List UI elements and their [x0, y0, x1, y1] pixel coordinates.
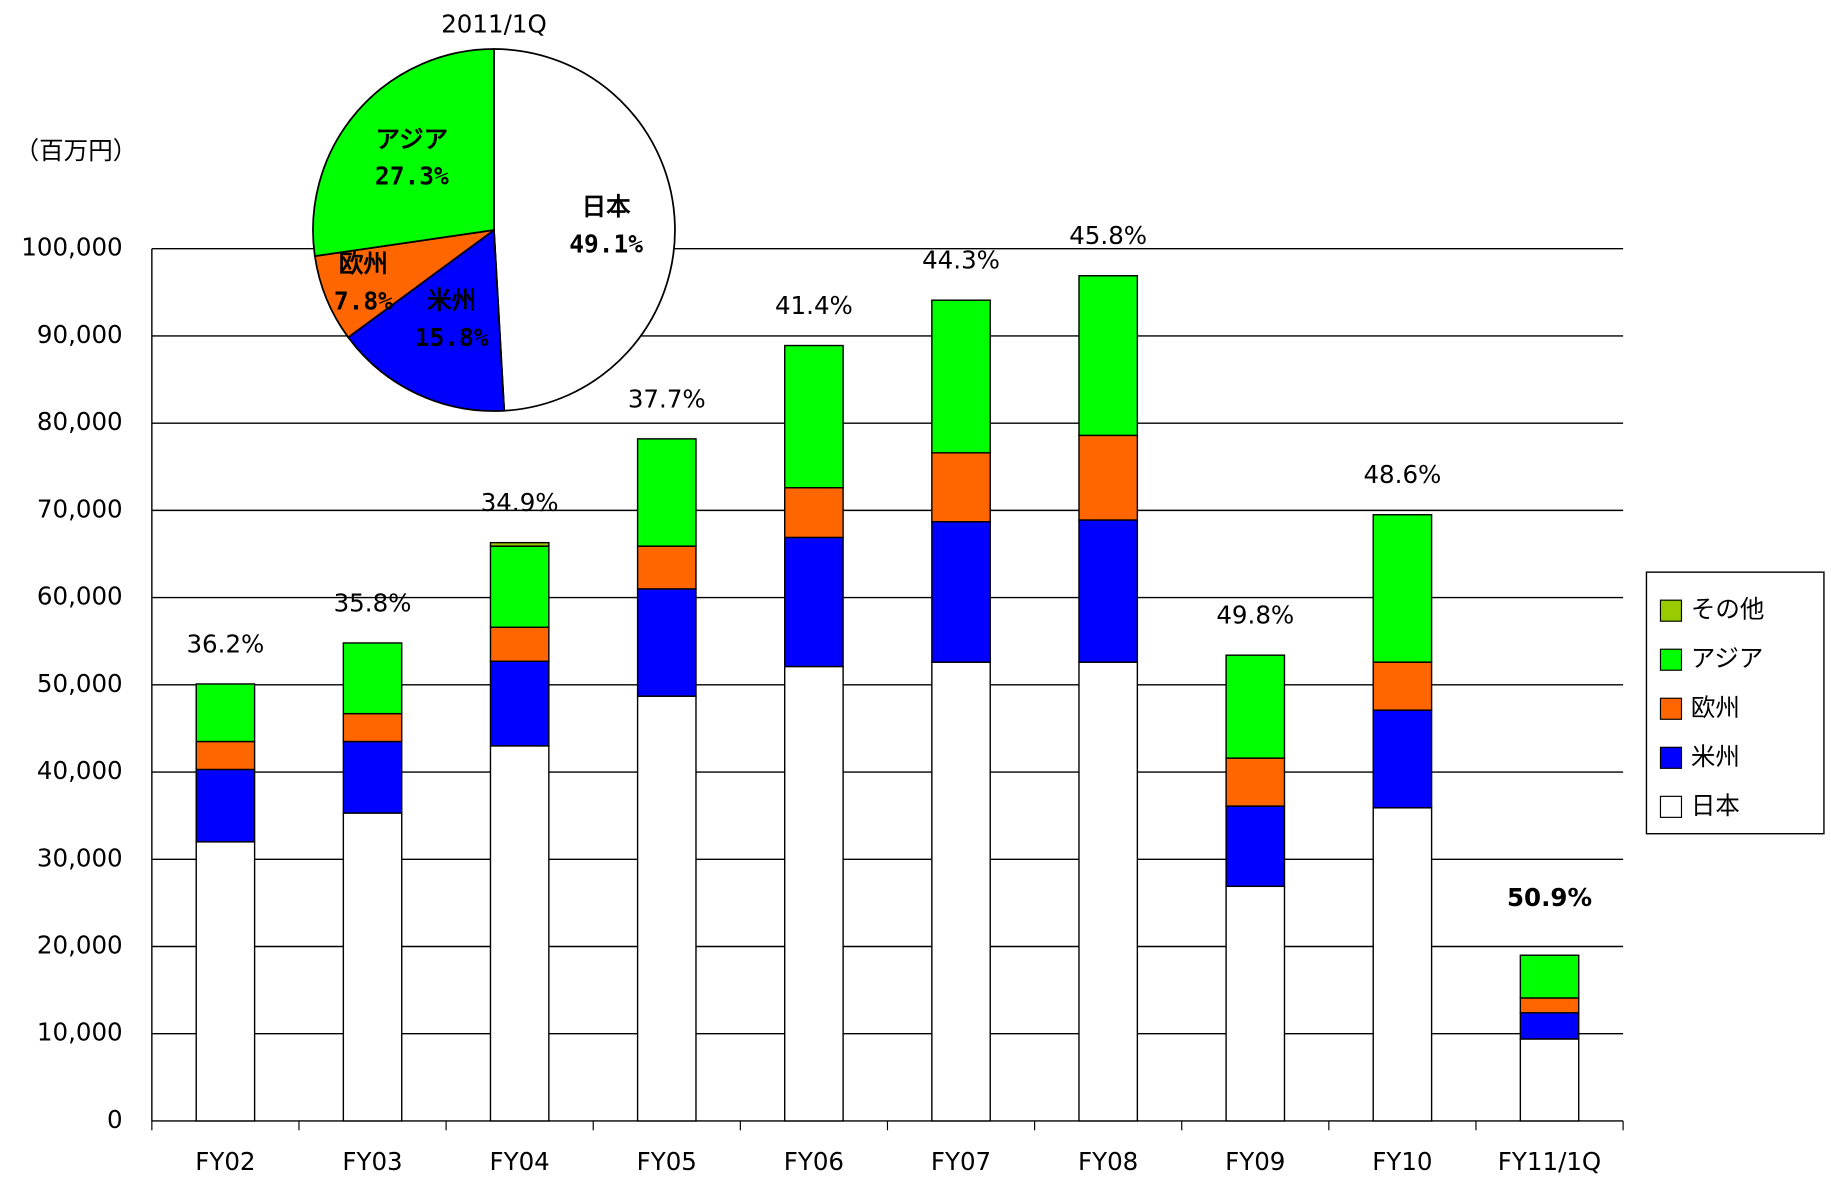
ratio-label: 48.6% [1363, 460, 1441, 489]
bar-segment [1372, 807, 1433, 1122]
bar-segment [931, 452, 991, 523]
pie-title: 2011/1Q [441, 10, 547, 39]
ratio-label: 45.8% [1069, 221, 1147, 250]
x-tick-label: FY08 [1078, 1147, 1138, 1176]
bar-segment [636, 438, 697, 547]
bar-segment [784, 344, 844, 489]
bar-segment [784, 487, 844, 539]
bar-segment [1372, 514, 1433, 663]
bar-segment [1519, 954, 1580, 999]
pie-value-label: 49.1% [569, 230, 643, 259]
x-tick-label: FY06 [784, 1147, 844, 1176]
bar-segment [1519, 1038, 1580, 1122]
y-tick-label: 20,000 [37, 931, 123, 960]
bar-segment [489, 745, 550, 1122]
ratio-label: 36.2% [186, 629, 264, 658]
pie-value-label: 27.3% [375, 162, 449, 191]
bar-segment [1225, 885, 1286, 1122]
legend-swatch [1659, 697, 1683, 720]
y-tick-label: 40,000 [37, 756, 123, 785]
pie-value-label: 15.8% [415, 323, 489, 352]
pie-label: 米州 [427, 285, 476, 314]
x-tick-label: FY05 [637, 1147, 697, 1176]
legend-label: その他 [1691, 595, 1765, 624]
bar-segment [636, 695, 697, 1122]
bar-segment [636, 588, 697, 697]
ratio-label: 44.3% [922, 246, 1000, 275]
bar-segment [1078, 434, 1139, 521]
y-tick-label: 70,000 [37, 494, 123, 523]
bar-segment [195, 841, 256, 1122]
y-tick-label: 0 [107, 1105, 123, 1134]
pie-slice [346, 228, 506, 412]
x-tick-label: FY11/1Q [1498, 1147, 1601, 1176]
legend-swatch [1659, 746, 1683, 769]
x-tick-label: FY09 [1225, 1147, 1285, 1176]
ratio-label: 37.7% [628, 384, 706, 413]
bar-segment [1372, 709, 1433, 809]
ratio-label: 34.9% [481, 488, 559, 517]
bar-segment [195, 683, 256, 743]
ratio-label: 35.8% [334, 588, 412, 617]
ratio-label: 49.8% [1216, 601, 1294, 630]
bar-segment [1078, 661, 1139, 1122]
bar-segment [195, 740, 256, 771]
legend-label: 米州 [1691, 742, 1740, 771]
ratio-label: 41.4% [775, 291, 853, 320]
bar-segment [1078, 275, 1139, 437]
y-tick-label: 10,000 [37, 1018, 123, 1047]
bar-segment [489, 545, 550, 628]
bar-segment [342, 740, 403, 814]
pie-label: 欧州 [339, 249, 388, 278]
bar-segment [489, 626, 550, 662]
bar-segment [342, 712, 403, 743]
x-tick-label: FY07 [931, 1147, 991, 1176]
bar-segment [1225, 805, 1286, 888]
y-tick-label: 90,000 [37, 320, 123, 349]
bar-segment [1519, 1012, 1580, 1040]
y-tick-label: 30,000 [37, 843, 123, 872]
x-tick-label: FY02 [195, 1147, 255, 1176]
legend-label: アジア [1691, 644, 1764, 673]
y-tick-label: 100,000 [21, 233, 122, 262]
bar-segment [1225, 654, 1286, 759]
x-tick-label: FY10 [1372, 1147, 1432, 1176]
ratio-label: 50.9% [1507, 883, 1592, 912]
bar-segment [931, 521, 991, 663]
pie-label: 日本 [582, 192, 632, 221]
x-tick-label: FY04 [490, 1147, 550, 1176]
bar-segment [931, 661, 991, 1122]
legend-swatch [1659, 599, 1683, 622]
legend-label: 日本 [1691, 791, 1740, 820]
bar-segment [489, 541, 550, 547]
bar-segment [195, 768, 256, 843]
bar-segment [784, 536, 844, 668]
y-tick-label: 80,000 [37, 407, 123, 436]
bar-segment [1078, 519, 1139, 663]
bar-segment [636, 545, 697, 590]
bar-segment [784, 665, 844, 1122]
legend-swatch [1659, 648, 1683, 671]
bar-segment [1372, 661, 1433, 711]
bar-segment [342, 812, 403, 1122]
bar-segment [342, 642, 403, 715]
y-unit-label: （百万円） [15, 136, 138, 165]
x-tick-label: FY03 [342, 1147, 402, 1176]
pie-slice [493, 48, 676, 412]
y-tick-label: 50,000 [37, 669, 123, 698]
pie-value-label: 7.8% [334, 286, 393, 315]
legend-swatch [1659, 795, 1683, 818]
bar-segment [489, 660, 550, 747]
bar-segment [931, 299, 991, 454]
pie-slice [312, 48, 495, 258]
pie-label: アジア [376, 124, 449, 153]
bar-segment [1225, 757, 1286, 807]
legend-label: 欧州 [1691, 693, 1740, 722]
bar-segment [1519, 997, 1580, 1014]
y-tick-label: 60,000 [37, 582, 123, 611]
